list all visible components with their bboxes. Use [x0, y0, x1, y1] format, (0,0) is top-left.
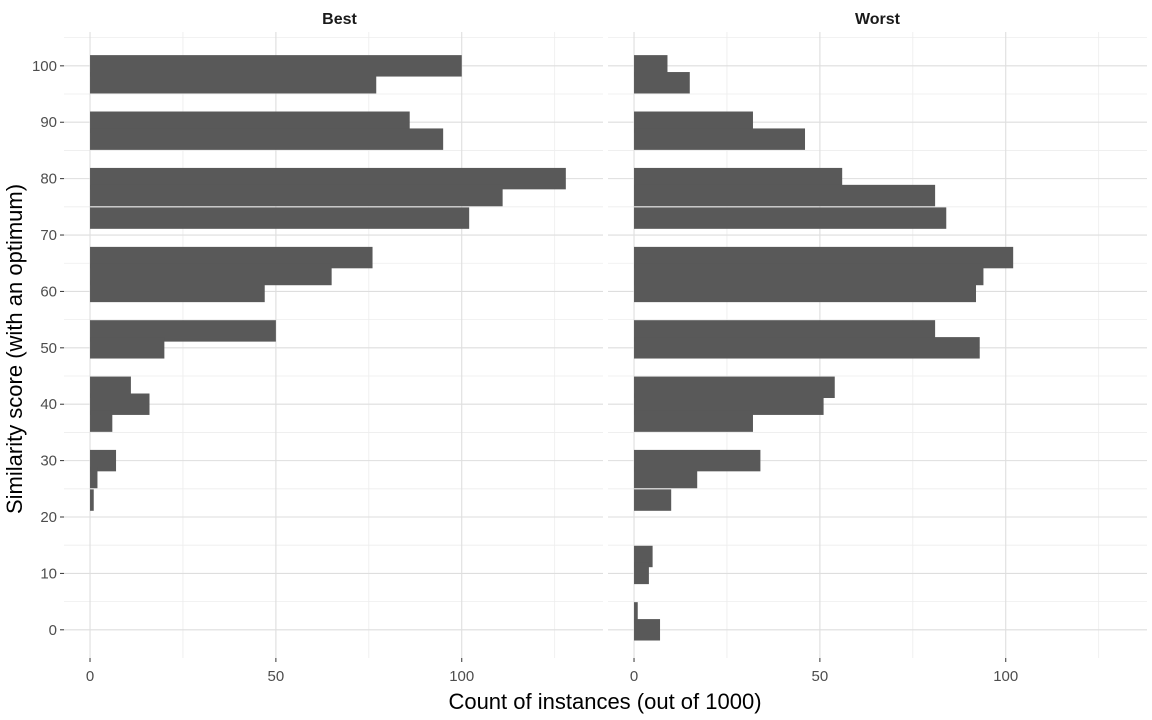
- bar-best-score-66: [90, 246, 373, 269]
- bar-worst-score-10: [634, 562, 649, 585]
- bar-best-score-50: [90, 337, 165, 359]
- bar-best-score-60: [90, 280, 265, 303]
- panel-best: Best 0 50 100 0 10 20 30 40 50 60 70 80 90 100: [32, 11, 603, 685]
- x-tick-label: 100: [449, 668, 474, 685]
- x-axis-title: Count of instances (out of 1000): [448, 689, 761, 714]
- x-tick-label: 0: [86, 668, 94, 685]
- y-tick-label: 20: [40, 509, 57, 526]
- bar-worst-score-0: [634, 619, 661, 641]
- panel-worst: Worst 0 50 100: [608, 11, 1147, 685]
- bar-worst-score-87: [634, 128, 806, 150]
- bar-worst-score-100: [634, 55, 668, 77]
- bar-worst-score-77: [634, 184, 936, 207]
- bar-best-score-37: [90, 410, 113, 432]
- bar-worst-score-37: [634, 410, 753, 432]
- bar-best-score-100: [90, 55, 462, 77]
- y-tick-label: 60: [40, 283, 57, 300]
- y-tick-label: 90: [40, 114, 57, 131]
- bar-best-score-40: [90, 393, 150, 415]
- bar-worst-score-3: [634, 602, 638, 624]
- bar-worst-score-13: [634, 545, 653, 568]
- x-tick-label: 50: [812, 668, 829, 685]
- bar-best-score-97: [90, 72, 377, 94]
- panel-title-worst: Worst: [855, 11, 901, 28]
- bar-best-score-87: [90, 128, 444, 150]
- bar-worst-score-53: [634, 320, 936, 342]
- x-tick-label: 0: [630, 668, 638, 685]
- y-tick-label: 10: [40, 565, 57, 582]
- bar-worst-score-50: [634, 337, 980, 359]
- bar-best-score-90: [90, 111, 410, 133]
- bar-best-score-53: [90, 320, 276, 342]
- bar-best-score-63: [90, 263, 332, 286]
- y-tick-label: 40: [40, 396, 57, 413]
- bar-best-score-30: [90, 449, 117, 472]
- bar-best-score-27: [90, 466, 98, 489]
- bar-best-score-80: [90, 167, 566, 190]
- bar-worst-score-63: [634, 263, 984, 286]
- bar-best-score-77: [90, 184, 503, 207]
- bar-worst-score-90: [634, 111, 753, 133]
- y-tick-label: 30: [40, 453, 57, 470]
- y-tick-label: 70: [40, 227, 57, 244]
- bar-worst-score-73: [634, 207, 947, 229]
- bar-worst-score-80: [634, 167, 843, 190]
- bar-worst-score-30: [634, 449, 761, 472]
- y-tick-label: 80: [40, 171, 57, 188]
- bar-worst-score-60: [634, 280, 977, 303]
- bar-worst-score-43: [634, 376, 835, 399]
- y-tick-label: 100: [32, 58, 57, 75]
- bar-worst-score-40: [634, 393, 824, 415]
- x-tick-label: 100: [993, 668, 1018, 685]
- y-axis-title: Similarity score (with an optimum): [2, 184, 27, 514]
- y-tick-label: 0: [49, 622, 57, 639]
- bar-worst-score-66: [634, 246, 1014, 269]
- bar-best-score-43: [90, 376, 131, 399]
- bar-best-score-23: [90, 489, 94, 511]
- bar-worst-score-23: [634, 489, 672, 511]
- bar-best-score-73: [90, 207, 470, 229]
- y-tick-label: 50: [40, 340, 57, 357]
- panels-layer: Best 0 50 100 0 10 20 30 40 50 60 70 80 90 100 Worst 0 50…: [32, 11, 1147, 685]
- x-tick-label: 50: [268, 668, 285, 685]
- bar-worst-score-97: [634, 72, 690, 94]
- panel-title-best: Best: [322, 11, 357, 28]
- bar-worst-score-27: [634, 466, 698, 489]
